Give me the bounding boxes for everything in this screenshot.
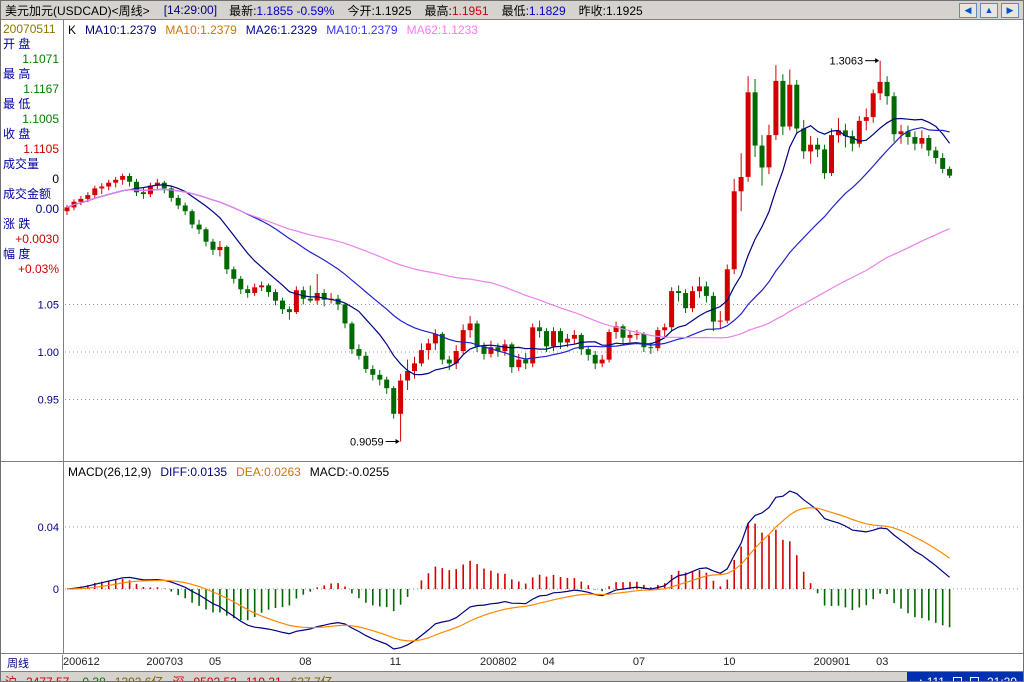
status-clock-area: ▲111 21:29 <box>906 672 1023 682</box>
ma62-line <box>66 188 950 339</box>
market-indices: 沪 2477.57 -0.38 1392.6亿 深 9592.53 119.31 637.7亿 <box>5 673 342 682</box>
quote-field: 最高:1.1951 <box>424 3 489 18</box>
info-label: 收 盘 <box>3 127 31 141</box>
info-value: +0.03% <box>17 262 59 276</box>
status-indicator-icon <box>969 677 979 681</box>
scroll-left-icon[interactable]: ◀ <box>959 2 977 18</box>
info-value: 0.00 <box>35 202 59 216</box>
price-axis-label: 1.00 <box>38 347 59 359</box>
macd-diff-line <box>66 490 950 650</box>
window-buttons: ◀ ▲ ▶ <box>959 2 1019 18</box>
top-bar: 美元加元(USDCAD)<周线> [14:29:00] 最新:1.1855 -0… <box>1 1 1023 20</box>
status-time: 21:29 <box>986 674 1017 682</box>
selected-date: 20070511 <box>3 22 56 36</box>
info-rows: 开 盘 1.1071 最 高 1.1167 最 低 1.1005 收 盘 1.1105 成交量 0… <box>1 37 63 277</box>
macd-axis-label: 0 <box>53 584 59 596</box>
x-axis-tick: 03 <box>876 656 889 668</box>
macd-dea-line <box>66 507 950 642</box>
scroll-right-icon[interactable]: ▶ <box>1001 2 1019 18</box>
x-axis-tick: 200901 <box>813 656 851 668</box>
ma26-line <box>66 126 950 360</box>
candlesticks <box>64 60 953 442</box>
quote-field: 最低:1.1829 <box>501 3 566 18</box>
info-label: 成交量 <box>3 157 40 171</box>
quote-field: 今开:1.1925 <box>347 3 412 18</box>
market-index-value: 1392.6亿 <box>114 675 164 682</box>
x-axis-tick: 200802 <box>480 656 517 668</box>
market-index-value: 119.31 <box>245 675 282 682</box>
market-index-value: 637.7亿 <box>290 675 333 682</box>
info-value: 1.1005 <box>22 112 59 126</box>
x-axis-tick: 10 <box>723 656 736 668</box>
market-index-value: -0.38 <box>78 675 106 682</box>
period-label: 周线 <box>1 655 63 670</box>
quote-fields: 最新:1.1855 -0.59% 今开:1.1925 最高:1.1951 最低:1.1… <box>229 2 656 19</box>
macd-histogram <box>73 523 951 628</box>
candlestick-chart[interactable]: 1.05 1.00 0.95 1.3063 0.9059 0.04 0 <box>1 20 1024 654</box>
annotation-high: 1.3063 <box>829 56 863 68</box>
info-value: 0 <box>52 172 59 186</box>
info-value: 1.1071 <box>22 52 59 66</box>
x-axis-tick: 11 <box>389 656 402 668</box>
info-label: 最 低 <box>3 97 31 111</box>
info-value: 1.1167 <box>23 82 59 96</box>
price-axis-label: 1.05 <box>38 299 59 311</box>
scroll-up-icon[interactable]: ▲ <box>980 2 998 18</box>
annotation-low: 0.9059 <box>350 436 384 448</box>
market-index-value: 9592.53 <box>193 675 237 682</box>
quote-field: 最新:1.1855 -0.59% <box>229 3 335 18</box>
info-label: 成交金额 <box>3 187 52 201</box>
x-axis-tick: 08 <box>299 656 312 668</box>
quote-field: 昨收:1.1925 <box>578 3 643 18</box>
macd-axis-label: 0.04 <box>38 522 59 534</box>
info-label: 开 盘 <box>3 37 31 51</box>
status-bar: 沪 2477.57 -0.38 1392.6亿 深 9592.53 119.31 637.7亿… <box>1 671 1023 682</box>
ma10-line <box>66 117 951 376</box>
x-axis-tick: 04 <box>542 656 555 668</box>
market-index-value: 2477.57 <box>26 675 70 682</box>
x-axis-tick: 200612 <box>63 656 100 668</box>
chart-title: 美元加元(USDCAD)<周线> <box>5 3 150 18</box>
x-axis-tick: 05 <box>208 656 222 668</box>
x-axis-tick: 200703 <box>146 656 184 668</box>
info-label: 最 高 <box>3 67 31 81</box>
info-label: 幅 度 <box>3 247 31 261</box>
status-badge: ▲111 <box>914 674 945 682</box>
info-value: +0.0030 <box>15 232 59 246</box>
x-axis-tick: 07 <box>632 656 646 668</box>
market-index-value: 沪 <box>5 675 18 682</box>
x-axis: 周线 200612 200703 05 08 11 200802 04 07 10 200901 0… <box>1 655 1023 670</box>
quote-time: [14:29:00] <box>163 3 218 17</box>
info-label: 涨 跌 <box>3 217 31 231</box>
status-indicator-icon <box>952 677 962 681</box>
info-value: 1.1105 <box>23 142 59 156</box>
market-index-value: 深 <box>172 675 185 682</box>
price-axis-label: 0.95 <box>38 395 59 407</box>
